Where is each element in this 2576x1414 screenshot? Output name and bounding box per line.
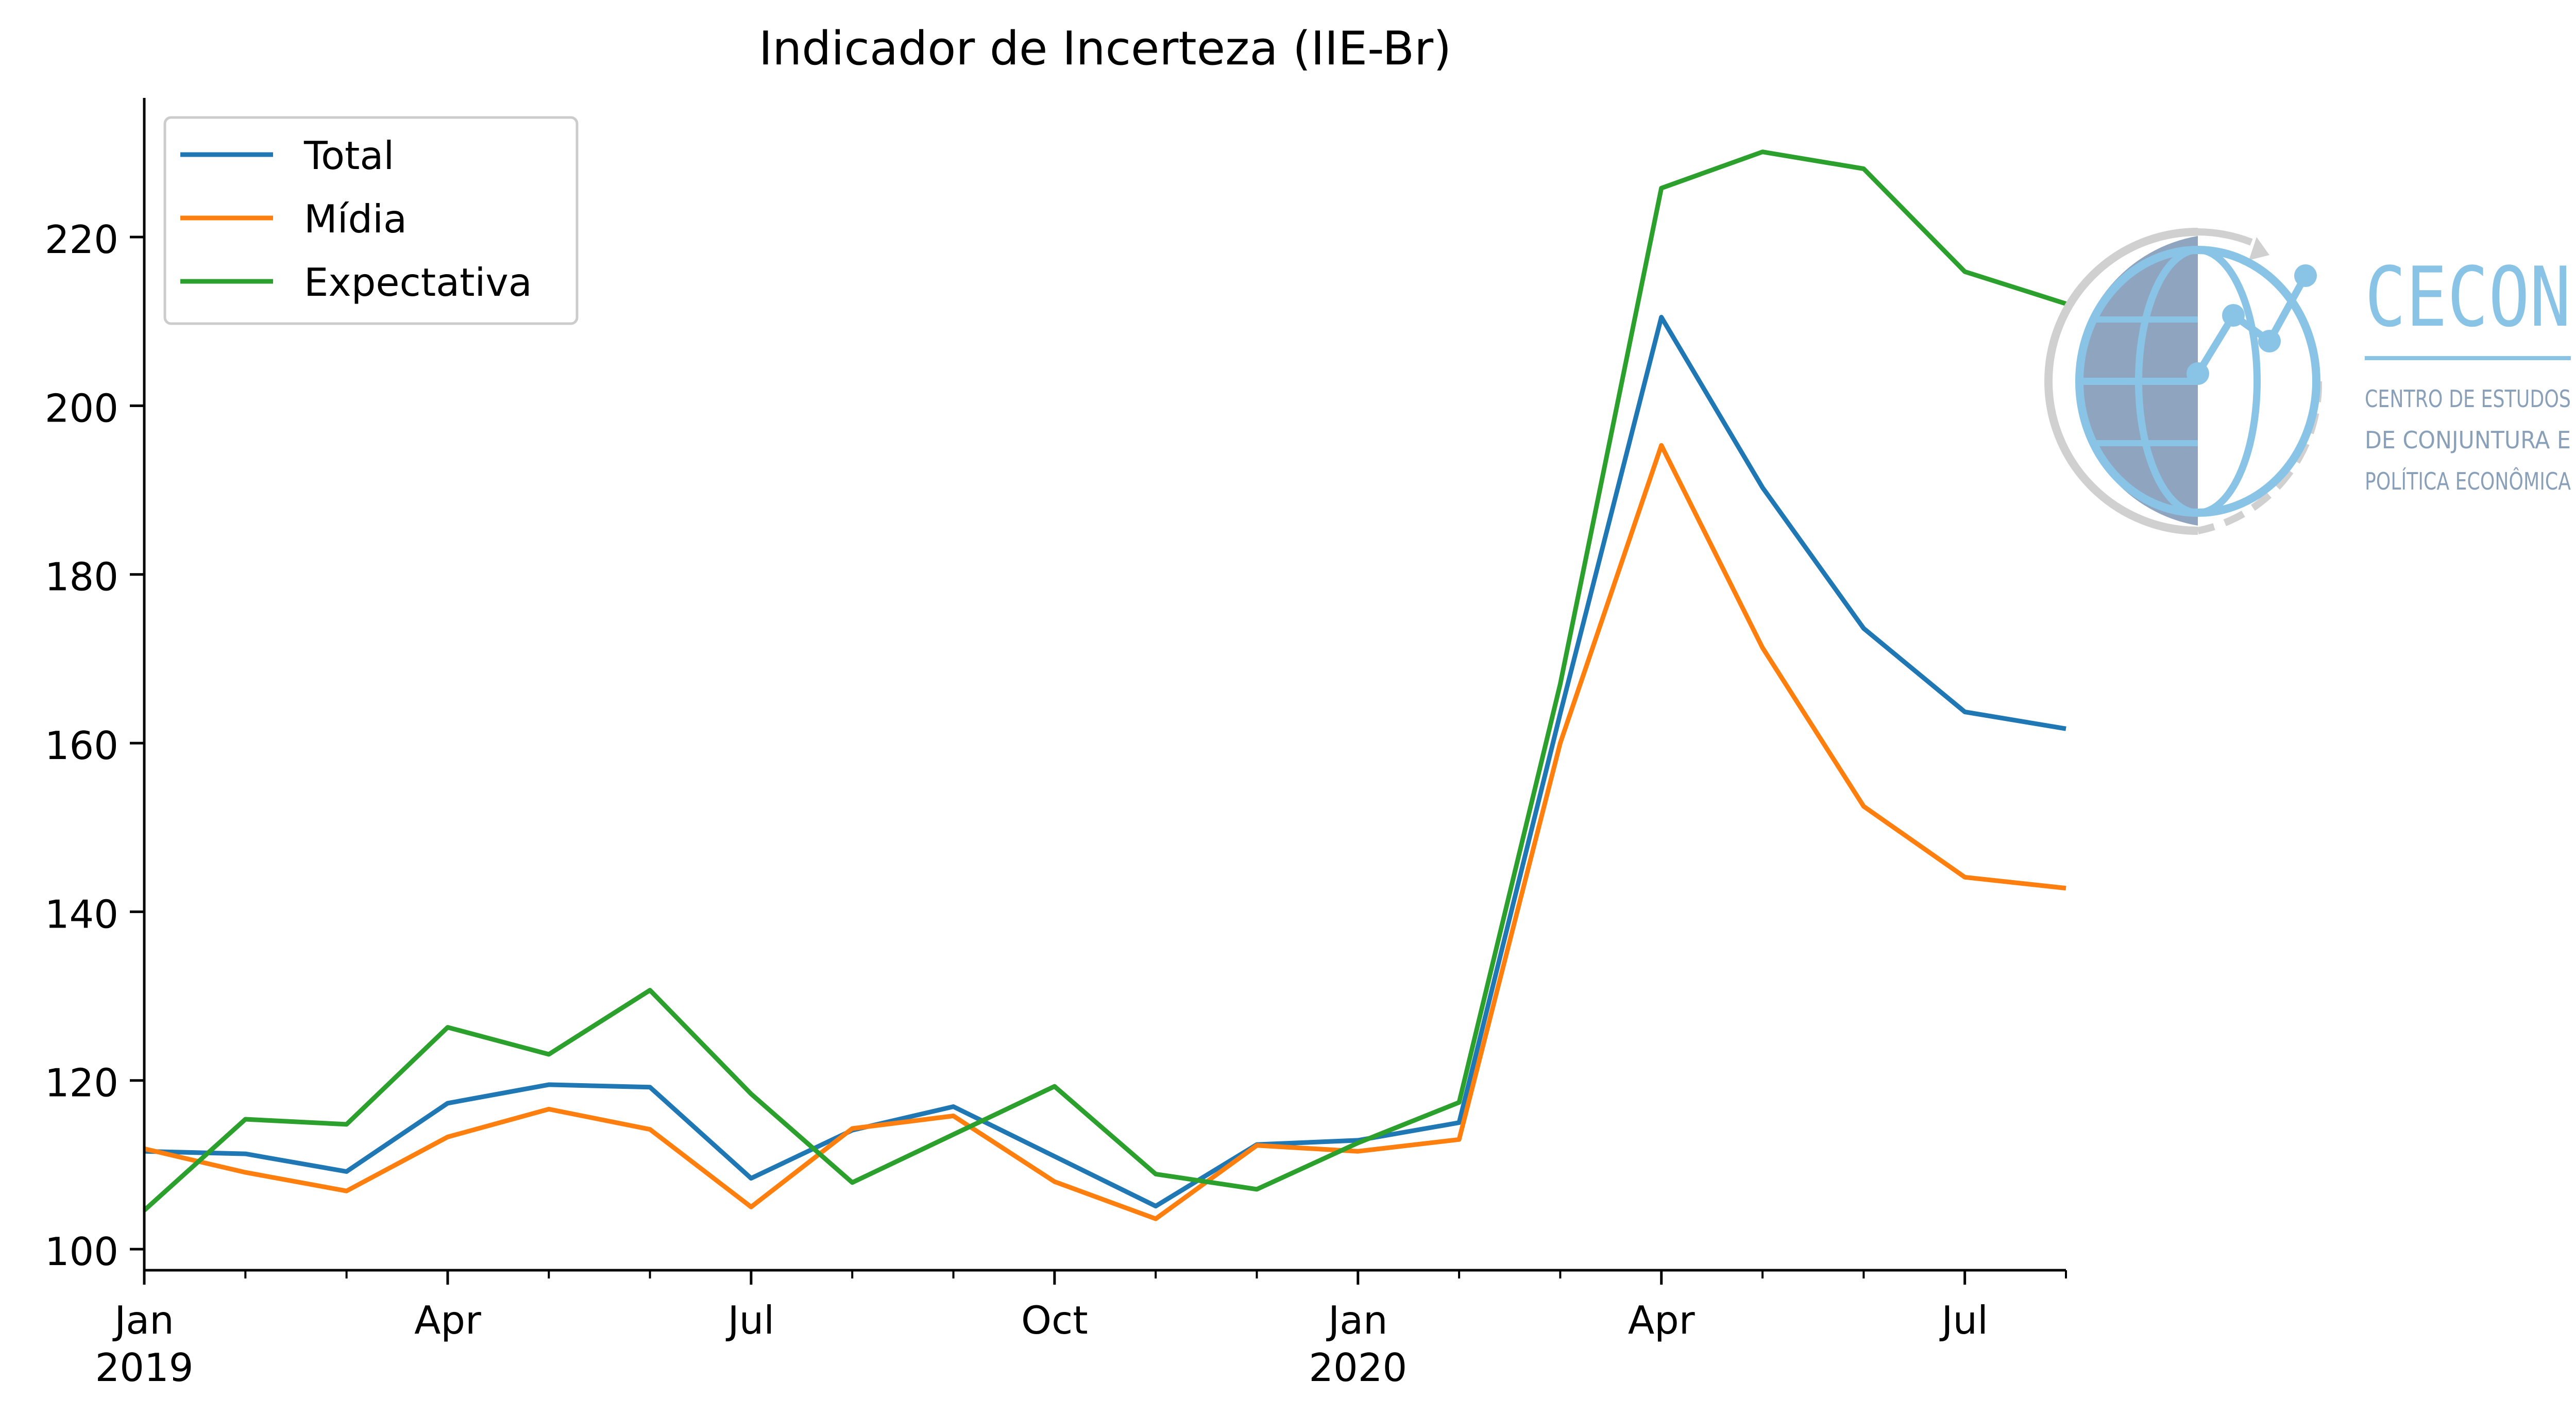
cecon-logo: CECON CENTRO DE ESTUDOS DE CONJUNTURA E …: [2044, 228, 2571, 535]
legend-label: Total: [303, 133, 394, 178]
logo-name: CECON: [2365, 249, 2571, 345]
x-tick-label: Apr: [414, 1298, 481, 1343]
series-lines: [142, 149, 2067, 1221]
x-tick-label: Jan: [112, 1298, 174, 1343]
x-tick-label: Jan: [1326, 1298, 1388, 1343]
logo-subtitle-line-1: CENTRO DE ESTUDOS: [2365, 385, 2571, 413]
y-axis-ticks: 100 120 140 160 180 200 220: [45, 217, 144, 1274]
y-tick-label: 180: [45, 554, 118, 600]
chart-title: Indicador de Incerteza (IIE-Br): [759, 22, 1452, 76]
plot-area: [142, 149, 2067, 1221]
globe-chart-icon: [2044, 228, 2323, 535]
legend-box: [163, 116, 579, 325]
series-line-mídia: [143, 443, 2066, 1221]
x-tick-year-label: 2020: [1309, 1345, 1407, 1390]
x-tick-year-label: 2019: [95, 1345, 194, 1390]
y-tick-label: 140: [45, 891, 118, 937]
logo-subtitle-line-3: POLÍTICA ECONÔMICA: [2365, 467, 2571, 495]
series-line-total: [144, 315, 2066, 1209]
y-tick-label: 220: [45, 217, 118, 262]
x-tick-label: Apr: [1628, 1298, 1695, 1343]
y-tick-label: 100: [45, 1229, 118, 1274]
legend-label: Expectativa: [304, 260, 532, 305]
y-tick-label: 200: [45, 385, 118, 431]
logo-subtitle-line-2: DE CONJUNTURA E: [2365, 426, 2571, 454]
y-tick-label: 160: [45, 723, 118, 768]
x-tick-label: Jul: [1939, 1298, 1988, 1343]
x-tick-label: Oct: [1021, 1298, 1088, 1343]
legend: Total Mídia Expectativa: [163, 116, 579, 325]
series-line-expectativa: [142, 149, 2067, 1213]
x-tick-label: Jul: [726, 1298, 775, 1343]
legend-label: Mídia: [304, 196, 407, 242]
y-tick-label: 120: [45, 1060, 118, 1106]
